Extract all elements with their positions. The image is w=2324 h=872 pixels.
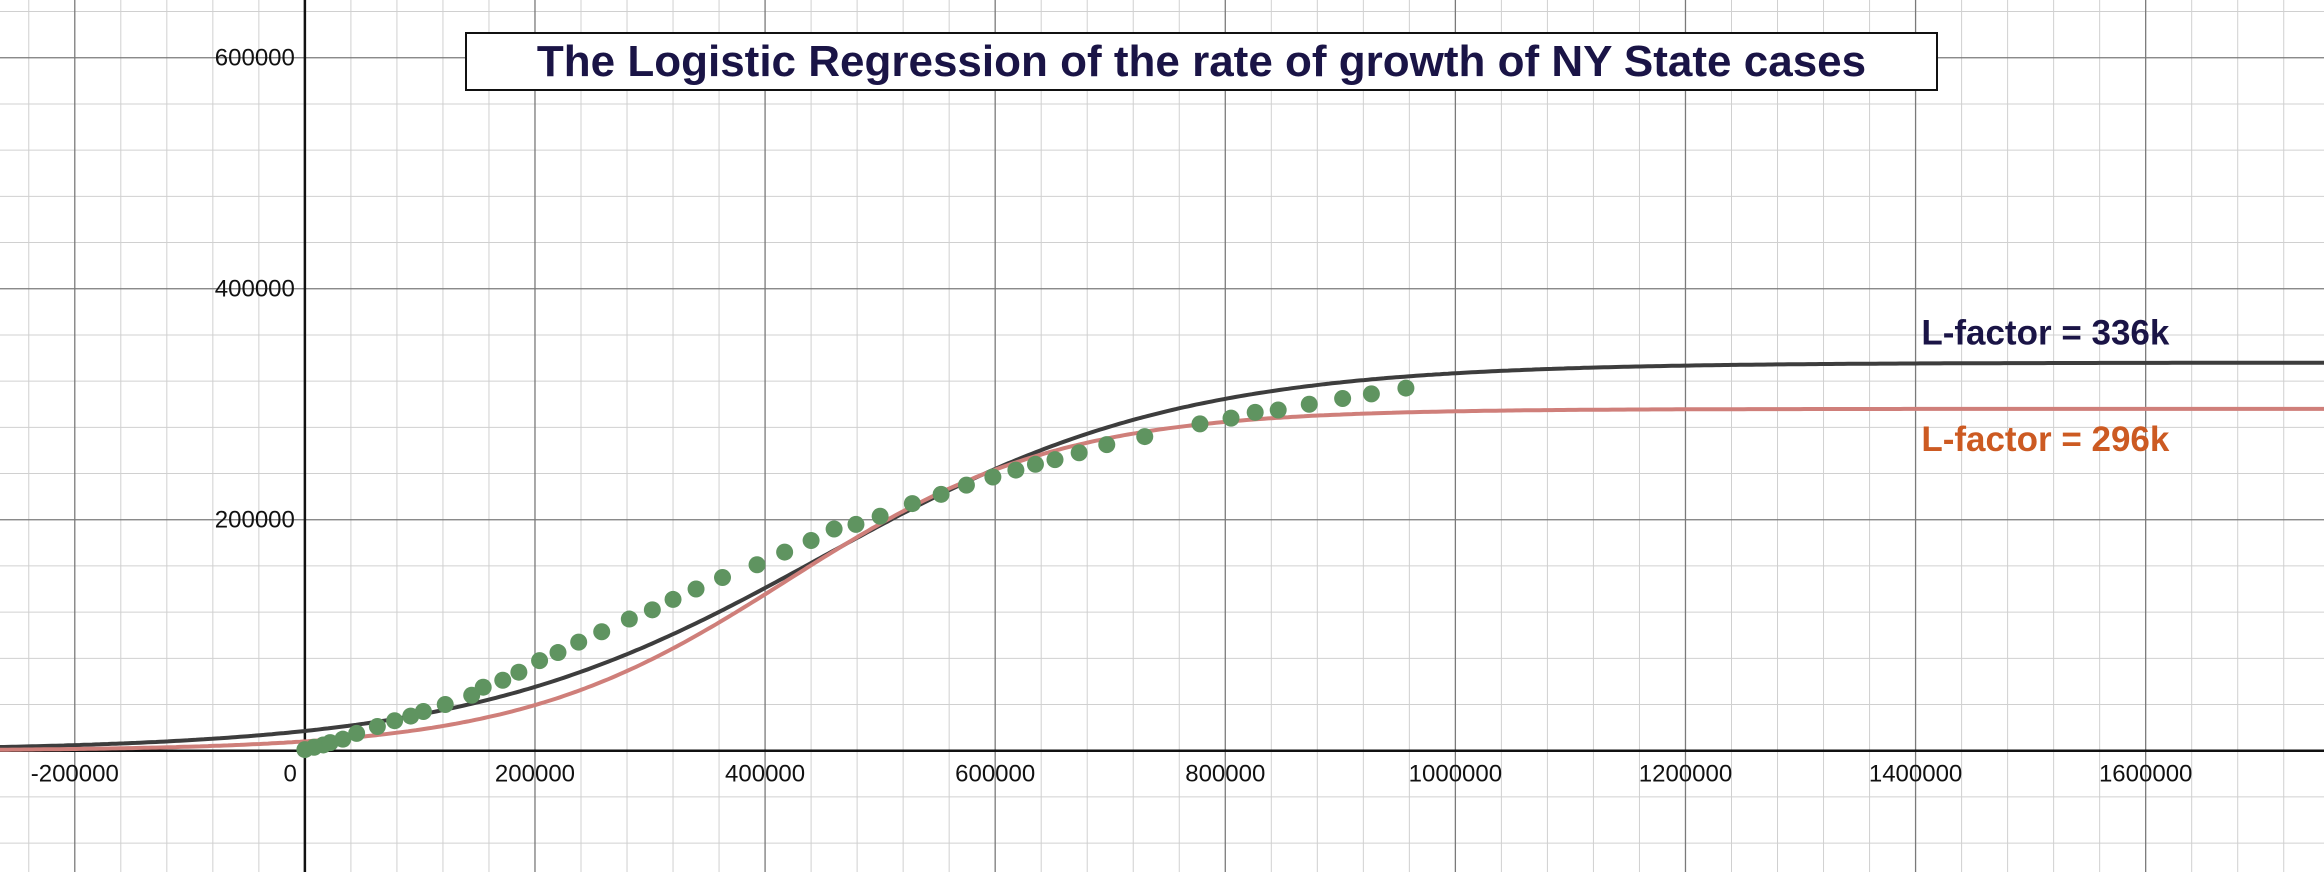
data-point (494, 671, 512, 689)
l-factor-label-2: L-factor = 296k (1921, 420, 2170, 459)
data-point (1334, 389, 1352, 407)
data-point (1136, 428, 1154, 446)
data-point (871, 507, 889, 525)
data-point (1098, 436, 1116, 454)
data-point (1397, 379, 1415, 397)
data-point (643, 601, 661, 619)
data-point (549, 644, 567, 662)
data-point (1070, 444, 1088, 462)
data-point (957, 476, 975, 494)
data-point (620, 610, 638, 628)
data-point (1026, 455, 1044, 473)
data-point (1362, 385, 1380, 403)
data-point (593, 623, 611, 641)
x-tick-label: 1400000 (1869, 761, 1962, 788)
data-point (664, 590, 682, 608)
x-tick-label: 200000 (495, 761, 575, 788)
data-point (847, 515, 865, 533)
data-point (474, 678, 492, 696)
data-point (1007, 461, 1025, 479)
data-point (334, 730, 352, 748)
data-point (531, 652, 549, 670)
x-tick-label: -200000 (31, 761, 119, 788)
data-point (1046, 451, 1064, 469)
chart-title: The Logistic Regression of the rate of g… (536, 36, 1867, 86)
data-point (436, 696, 454, 714)
data-point (714, 568, 732, 586)
data-point (510, 663, 528, 681)
data-point (1300, 395, 1318, 413)
data-point (368, 717, 386, 735)
data-point (825, 520, 843, 538)
data-point (932, 485, 950, 503)
data-point (984, 468, 1002, 486)
x-tick-label: 1200000 (1639, 761, 1732, 788)
x-tick-label: 400000 (725, 761, 805, 788)
data-point (386, 712, 404, 730)
tick-labels: -200000 0 200000 400000 600000 800000 1000000 1… (31, 45, 2193, 788)
data-point (1269, 401, 1287, 419)
y-tick-label: 600000 (215, 45, 295, 72)
curve-annotations: L-factor = 336k L-factor = 296k (1921, 314, 2170, 459)
x-tick-label: 1600000 (2099, 761, 2192, 788)
data-point (1191, 415, 1209, 433)
data-point (748, 556, 766, 574)
y-tick-label: 200000 (215, 507, 295, 534)
logistic-curve-2 (0, 406, 2324, 752)
chart-title-box: The Logistic Regression of the rate of g… (465, 32, 1938, 91)
y-tick-label: 400000 (215, 276, 295, 303)
data-point (1222, 409, 1240, 427)
l-factor-label-1: L-factor = 336k (1921, 314, 2170, 353)
x-tick-label: 800000 (1185, 761, 1265, 788)
x-tick-label: 1000000 (1409, 761, 1502, 788)
data-point (414, 702, 432, 720)
data-point (903, 495, 921, 513)
data-point (802, 532, 820, 550)
x-tick-label: 0 (284, 761, 297, 788)
data-point (348, 724, 366, 742)
data-point (570, 633, 588, 651)
data-point (1246, 403, 1264, 421)
data-point (687, 580, 705, 598)
x-tick-label: 600000 (955, 761, 1035, 788)
data-point (776, 543, 794, 561)
data-points (296, 379, 1415, 759)
